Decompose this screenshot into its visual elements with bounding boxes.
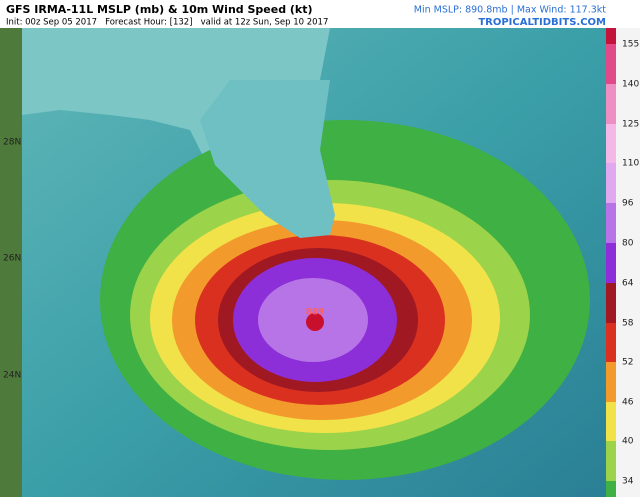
stats: Min MSLP: 890.8mb | Max Wind: 117.3kt: [414, 5, 607, 16]
eye: [306, 313, 324, 331]
colorbar-band: [606, 402, 616, 441]
source: TROPICALTIDBITS.COM: [478, 17, 606, 28]
colorbar-band: [606, 481, 616, 497]
colorbar-band: [606, 28, 616, 44]
colorbar-label: 40: [622, 437, 634, 447]
colorbar-label: 46: [622, 398, 634, 408]
colorbar-label: 80: [622, 239, 634, 249]
colorbar-band: [606, 441, 616, 481]
colorbar-band: [606, 323, 616, 362]
colorbar-label: 52: [622, 358, 633, 368]
colorbar: 155 140 125 110 96 80 64 58 52 46 40 34: [606, 28, 640, 497]
colorbar-label: 125: [622, 120, 639, 130]
colorbar-label: 110: [622, 159, 639, 169]
colorbar-band: [606, 44, 616, 84]
colorbar-label: 34: [622, 477, 634, 487]
subtitle: Init: 00z Sep 05 2017 Forecast Hour: [13…: [6, 18, 328, 28]
colorbar-label: 96: [622, 199, 634, 209]
colorbar-band: [606, 362, 616, 402]
colorbar-label: 140: [622, 80, 639, 90]
colorbar-band: [606, 203, 616, 243]
center-pressure: 889: [306, 308, 325, 318]
colorbar-band: [606, 283, 616, 323]
title: GFS IRMA-11L MSLP (mb) & 10m Wind Speed …: [6, 3, 313, 16]
lat-label: 28N: [3, 138, 21, 148]
colorbar-label: 64: [622, 279, 634, 289]
latitude-labels: 28N 26N 24N: [3, 138, 21, 381]
map: 889: [0, 28, 606, 497]
colorbar-label: 155: [622, 40, 639, 50]
header: GFS IRMA-11L MSLP (mb) & 10m Wind Speed …: [6, 3, 606, 28]
colorbar-band: [606, 84, 616, 124]
colorbar-band: [606, 124, 616, 163]
lat-label: 26N: [3, 254, 21, 264]
colorbar-band: [606, 163, 616, 203]
land-peninsula: [200, 80, 335, 238]
colorbar-band: [606, 243, 616, 283]
map-edge: [0, 28, 22, 497]
lat-label: 24N: [3, 371, 21, 381]
colorbar-label: 58: [622, 319, 634, 329]
